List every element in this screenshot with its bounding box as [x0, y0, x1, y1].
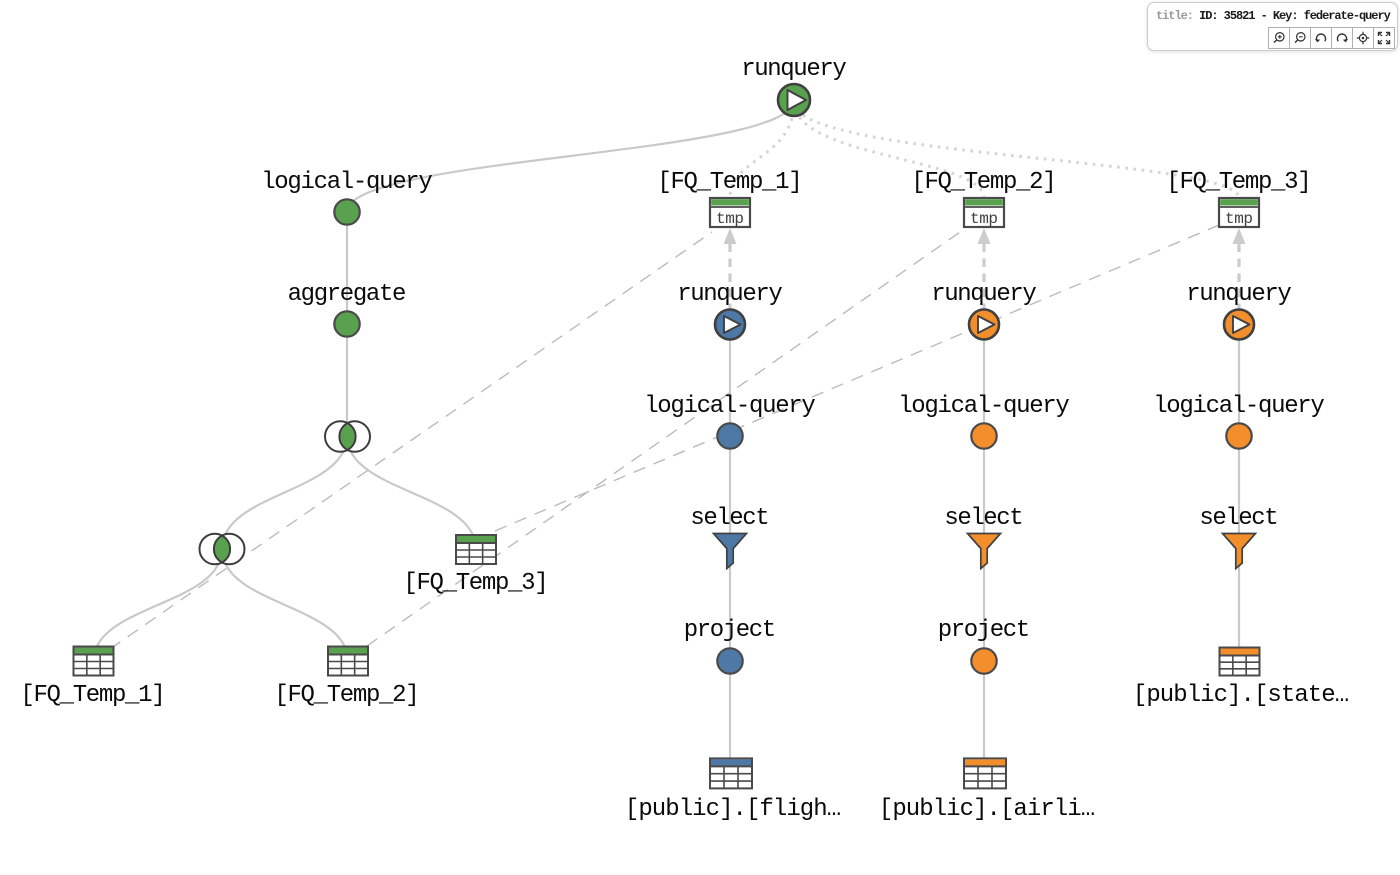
svg-text:select: select	[944, 505, 1023, 532]
svg-text:tmp: tmp	[1225, 210, 1253, 228]
svg-text:logical-query: logical-query	[1153, 393, 1325, 420]
svg-text:aggregate: aggregate	[288, 281, 407, 308]
svg-text:[public].[state…: [public].[state…	[1133, 682, 1349, 709]
svg-text:select: select	[1199, 505, 1278, 532]
svg-text:tmp: tmp	[716, 210, 744, 228]
svg-text:select: select	[690, 505, 769, 532]
svg-text:[FQ_Temp_3]: [FQ_Temp_3]	[403, 570, 548, 597]
svg-text:runquery: runquery	[1186, 281, 1292, 308]
svg-text:[FQ_Temp_1]: [FQ_Temp_1]	[657, 169, 802, 196]
svg-text:project: project	[684, 617, 776, 644]
svg-text:[FQ_Temp_1]: [FQ_Temp_1]	[20, 682, 165, 709]
svg-text:[FQ_Temp_2]: [FQ_Temp_2]	[274, 682, 419, 709]
svg-text:logical-query: logical-query	[261, 169, 433, 196]
svg-text:project: project	[938, 617, 1030, 644]
svg-text:runquery: runquery	[741, 56, 847, 83]
svg-text:[public].[fligh…: [public].[fligh…	[625, 796, 841, 823]
svg-text:logical-query: logical-query	[644, 393, 816, 420]
svg-text:logical-query: logical-query	[898, 393, 1070, 420]
svg-text:runquery: runquery	[677, 281, 783, 308]
svg-text:[public].[airli…: [public].[airli…	[879, 796, 1095, 823]
svg-text:[FQ_Temp_3]: [FQ_Temp_3]	[1166, 169, 1311, 196]
svg-text:[FQ_Temp_2]: [FQ_Temp_2]	[911, 169, 1056, 196]
svg-text:tmp: tmp	[970, 210, 998, 228]
svg-text:runquery: runquery	[931, 281, 1037, 308]
